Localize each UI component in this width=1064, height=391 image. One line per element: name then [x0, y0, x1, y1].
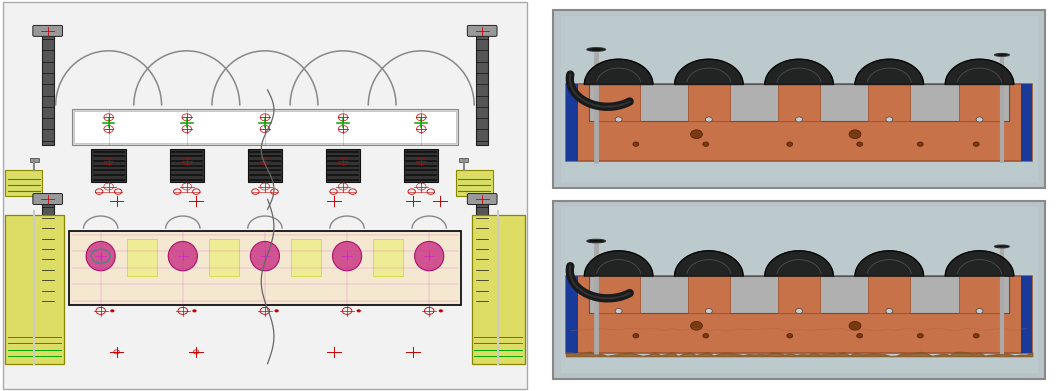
Circle shape [691, 321, 702, 330]
Circle shape [705, 117, 712, 122]
FancyBboxPatch shape [467, 194, 497, 204]
FancyBboxPatch shape [460, 158, 468, 162]
FancyBboxPatch shape [687, 84, 730, 121]
FancyBboxPatch shape [552, 10, 1046, 188]
Ellipse shape [415, 242, 444, 271]
Circle shape [691, 130, 702, 138]
Polygon shape [945, 251, 1014, 276]
FancyBboxPatch shape [5, 170, 43, 196]
FancyBboxPatch shape [561, 16, 1037, 182]
FancyBboxPatch shape [69, 231, 461, 305]
Circle shape [633, 334, 638, 338]
Circle shape [786, 334, 793, 338]
Polygon shape [945, 59, 1014, 84]
FancyBboxPatch shape [74, 111, 455, 143]
Circle shape [849, 130, 861, 138]
FancyBboxPatch shape [477, 203, 488, 305]
Circle shape [886, 117, 893, 122]
Circle shape [886, 308, 893, 314]
Circle shape [917, 334, 924, 338]
Circle shape [615, 308, 622, 314]
Ellipse shape [587, 48, 605, 51]
Polygon shape [765, 251, 833, 276]
FancyBboxPatch shape [598, 276, 639, 313]
FancyBboxPatch shape [477, 35, 488, 145]
Circle shape [796, 308, 802, 314]
Circle shape [703, 142, 709, 146]
Circle shape [857, 142, 863, 146]
Ellipse shape [168, 242, 198, 271]
Circle shape [705, 308, 712, 314]
Circle shape [857, 334, 863, 338]
Ellipse shape [995, 54, 1010, 56]
FancyBboxPatch shape [552, 201, 1046, 379]
FancyBboxPatch shape [1020, 84, 1032, 161]
Polygon shape [855, 59, 924, 84]
Circle shape [976, 308, 983, 314]
FancyBboxPatch shape [589, 276, 1009, 313]
Ellipse shape [250, 242, 280, 271]
FancyBboxPatch shape [30, 158, 38, 162]
FancyBboxPatch shape [959, 84, 1000, 121]
Polygon shape [765, 59, 833, 84]
FancyBboxPatch shape [326, 149, 361, 182]
FancyBboxPatch shape [71, 109, 459, 145]
FancyBboxPatch shape [455, 170, 493, 196]
Circle shape [703, 334, 709, 338]
FancyBboxPatch shape [566, 276, 578, 353]
FancyBboxPatch shape [41, 35, 53, 145]
Polygon shape [675, 251, 743, 276]
FancyBboxPatch shape [404, 149, 438, 182]
FancyBboxPatch shape [248, 149, 282, 182]
FancyBboxPatch shape [868, 84, 911, 121]
FancyBboxPatch shape [589, 84, 1009, 121]
FancyBboxPatch shape [959, 276, 1000, 313]
FancyBboxPatch shape [292, 239, 321, 276]
FancyBboxPatch shape [687, 276, 730, 313]
FancyBboxPatch shape [778, 276, 820, 313]
Circle shape [796, 117, 802, 122]
Polygon shape [855, 251, 924, 276]
FancyBboxPatch shape [598, 84, 639, 121]
FancyBboxPatch shape [33, 194, 63, 204]
Polygon shape [675, 59, 743, 84]
FancyBboxPatch shape [566, 84, 578, 161]
Circle shape [193, 309, 197, 312]
FancyBboxPatch shape [1020, 276, 1032, 353]
FancyBboxPatch shape [868, 276, 911, 313]
Circle shape [633, 142, 638, 146]
FancyBboxPatch shape [5, 215, 64, 364]
FancyBboxPatch shape [2, 2, 528, 389]
Ellipse shape [995, 245, 1010, 248]
FancyBboxPatch shape [209, 239, 238, 276]
FancyBboxPatch shape [778, 84, 820, 121]
FancyBboxPatch shape [127, 239, 156, 276]
FancyBboxPatch shape [169, 149, 204, 182]
Circle shape [275, 309, 279, 312]
Circle shape [849, 321, 861, 330]
Circle shape [786, 142, 793, 146]
Circle shape [356, 309, 361, 312]
FancyBboxPatch shape [92, 149, 126, 182]
Circle shape [111, 309, 115, 312]
FancyBboxPatch shape [561, 207, 1037, 373]
FancyBboxPatch shape [467, 25, 497, 36]
Circle shape [615, 117, 622, 122]
Ellipse shape [332, 242, 362, 271]
FancyBboxPatch shape [41, 203, 53, 305]
Circle shape [438, 309, 443, 312]
Ellipse shape [587, 239, 605, 243]
FancyBboxPatch shape [566, 84, 1032, 161]
Circle shape [974, 142, 979, 146]
Ellipse shape [86, 242, 115, 271]
Polygon shape [584, 251, 653, 276]
FancyBboxPatch shape [373, 239, 403, 276]
Polygon shape [584, 59, 653, 84]
FancyBboxPatch shape [33, 25, 63, 36]
FancyBboxPatch shape [471, 215, 525, 364]
Circle shape [976, 117, 983, 122]
Circle shape [917, 142, 924, 146]
FancyBboxPatch shape [566, 276, 1032, 353]
Circle shape [974, 334, 979, 338]
